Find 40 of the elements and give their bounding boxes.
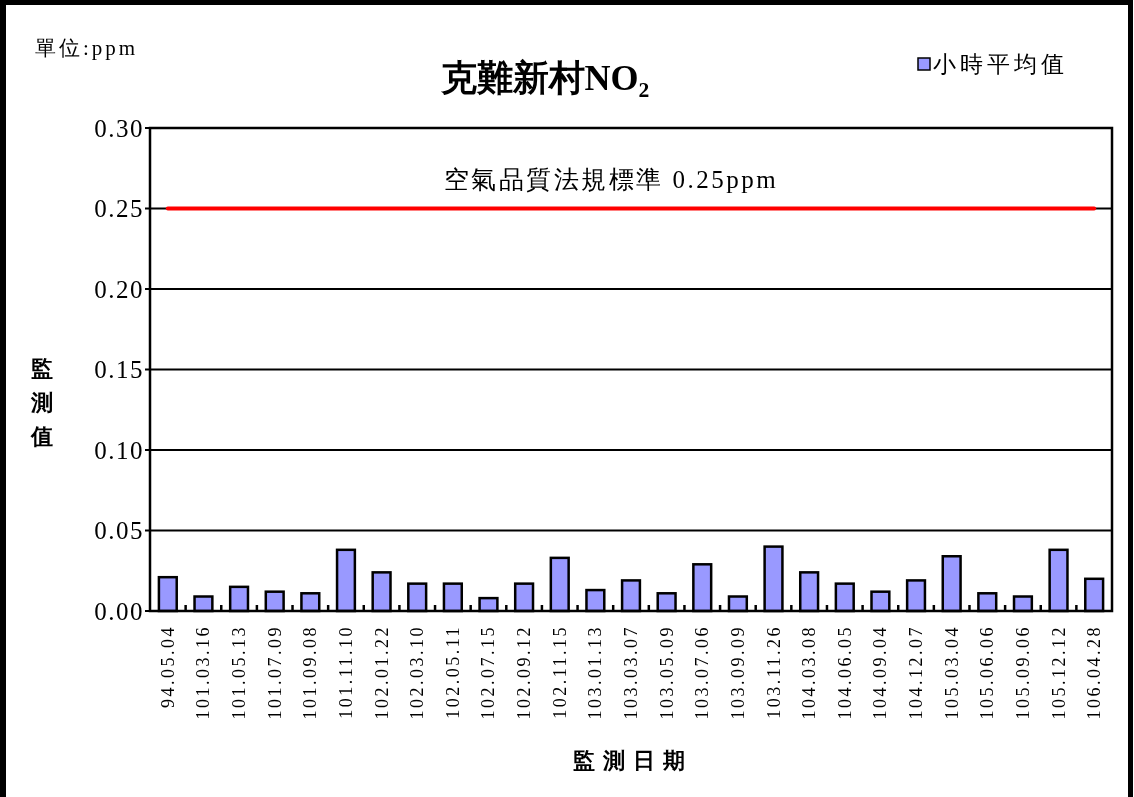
- x-tick-label: 103.01.13: [585, 625, 606, 720]
- x-tick-label: 105.09.06: [1012, 625, 1033, 720]
- x-tick-label: 102.01.22: [371, 625, 392, 720]
- x-tick-label: 103.07.06: [692, 625, 713, 720]
- x-tick-label: 106.04.28: [1084, 625, 1105, 720]
- text: 單位:ppm: [35, 36, 139, 60]
- y-tick-label: 0.10: [94, 436, 144, 464]
- x-tick-label: 104.12.07: [906, 625, 927, 720]
- x-tick-label: 101.05.13: [229, 625, 250, 720]
- x-tick-label: 105.06.06: [977, 625, 998, 720]
- y-tick-label: 0.30: [94, 114, 144, 142]
- x-tick-label: 105.12.12: [1048, 625, 1069, 720]
- x-tick-label: 105.03.04: [941, 625, 962, 720]
- x-tick-label: 103.03.07: [621, 625, 641, 720]
- x-tick-label: 102.05.11: [442, 625, 463, 719]
- y-tick-label: 0.15: [94, 356, 144, 383]
- x-tick-label: 102.11.15: [549, 625, 570, 719]
- x-tick-label: 101.11.10: [335, 625, 356, 719]
- x-tick-label: 101.03.16: [193, 625, 214, 720]
- ref-line-label: 空氣品質法規標準 0.25ppm: [443, 166, 779, 193]
- legend-label: 小時平均值: [933, 51, 1068, 77]
- x-tick-label: 102.03.10: [407, 625, 428, 720]
- chart-title: 克難新村NO₂: [439, 58, 650, 98]
- x-tick-label: 101.09.08: [300, 625, 321, 720]
- y-tick-label: 0.00: [94, 597, 144, 625]
- y-axis-title: 監測值: [30, 355, 53, 449]
- x-tick-label: 104.09.04: [870, 625, 891, 720]
- x-tick-label: 104.06.05: [834, 625, 855, 720]
- x-tick-label: 102.07.15: [478, 625, 499, 720]
- x-tick-label: 94.05.04: [157, 625, 178, 708]
- x-tick-label: 101.07.09: [264, 625, 285, 720]
- x-tick-label: 103.05.09: [656, 625, 677, 720]
- y-tick-label: 0.20: [94, 275, 144, 303]
- y-tick-label: 0.25: [94, 195, 144, 222]
- x-tick-label: 103.11.26: [763, 625, 784, 719]
- x-tick-label: 104.03.08: [799, 625, 820, 720]
- x-tick-label: 102.09.12: [514, 625, 535, 720]
- x-tick-label: 103.09.09: [727, 625, 748, 720]
- y-tick-label: 0.05: [94, 517, 144, 544]
- x-axis-title: 監測日期: [573, 747, 693, 773]
